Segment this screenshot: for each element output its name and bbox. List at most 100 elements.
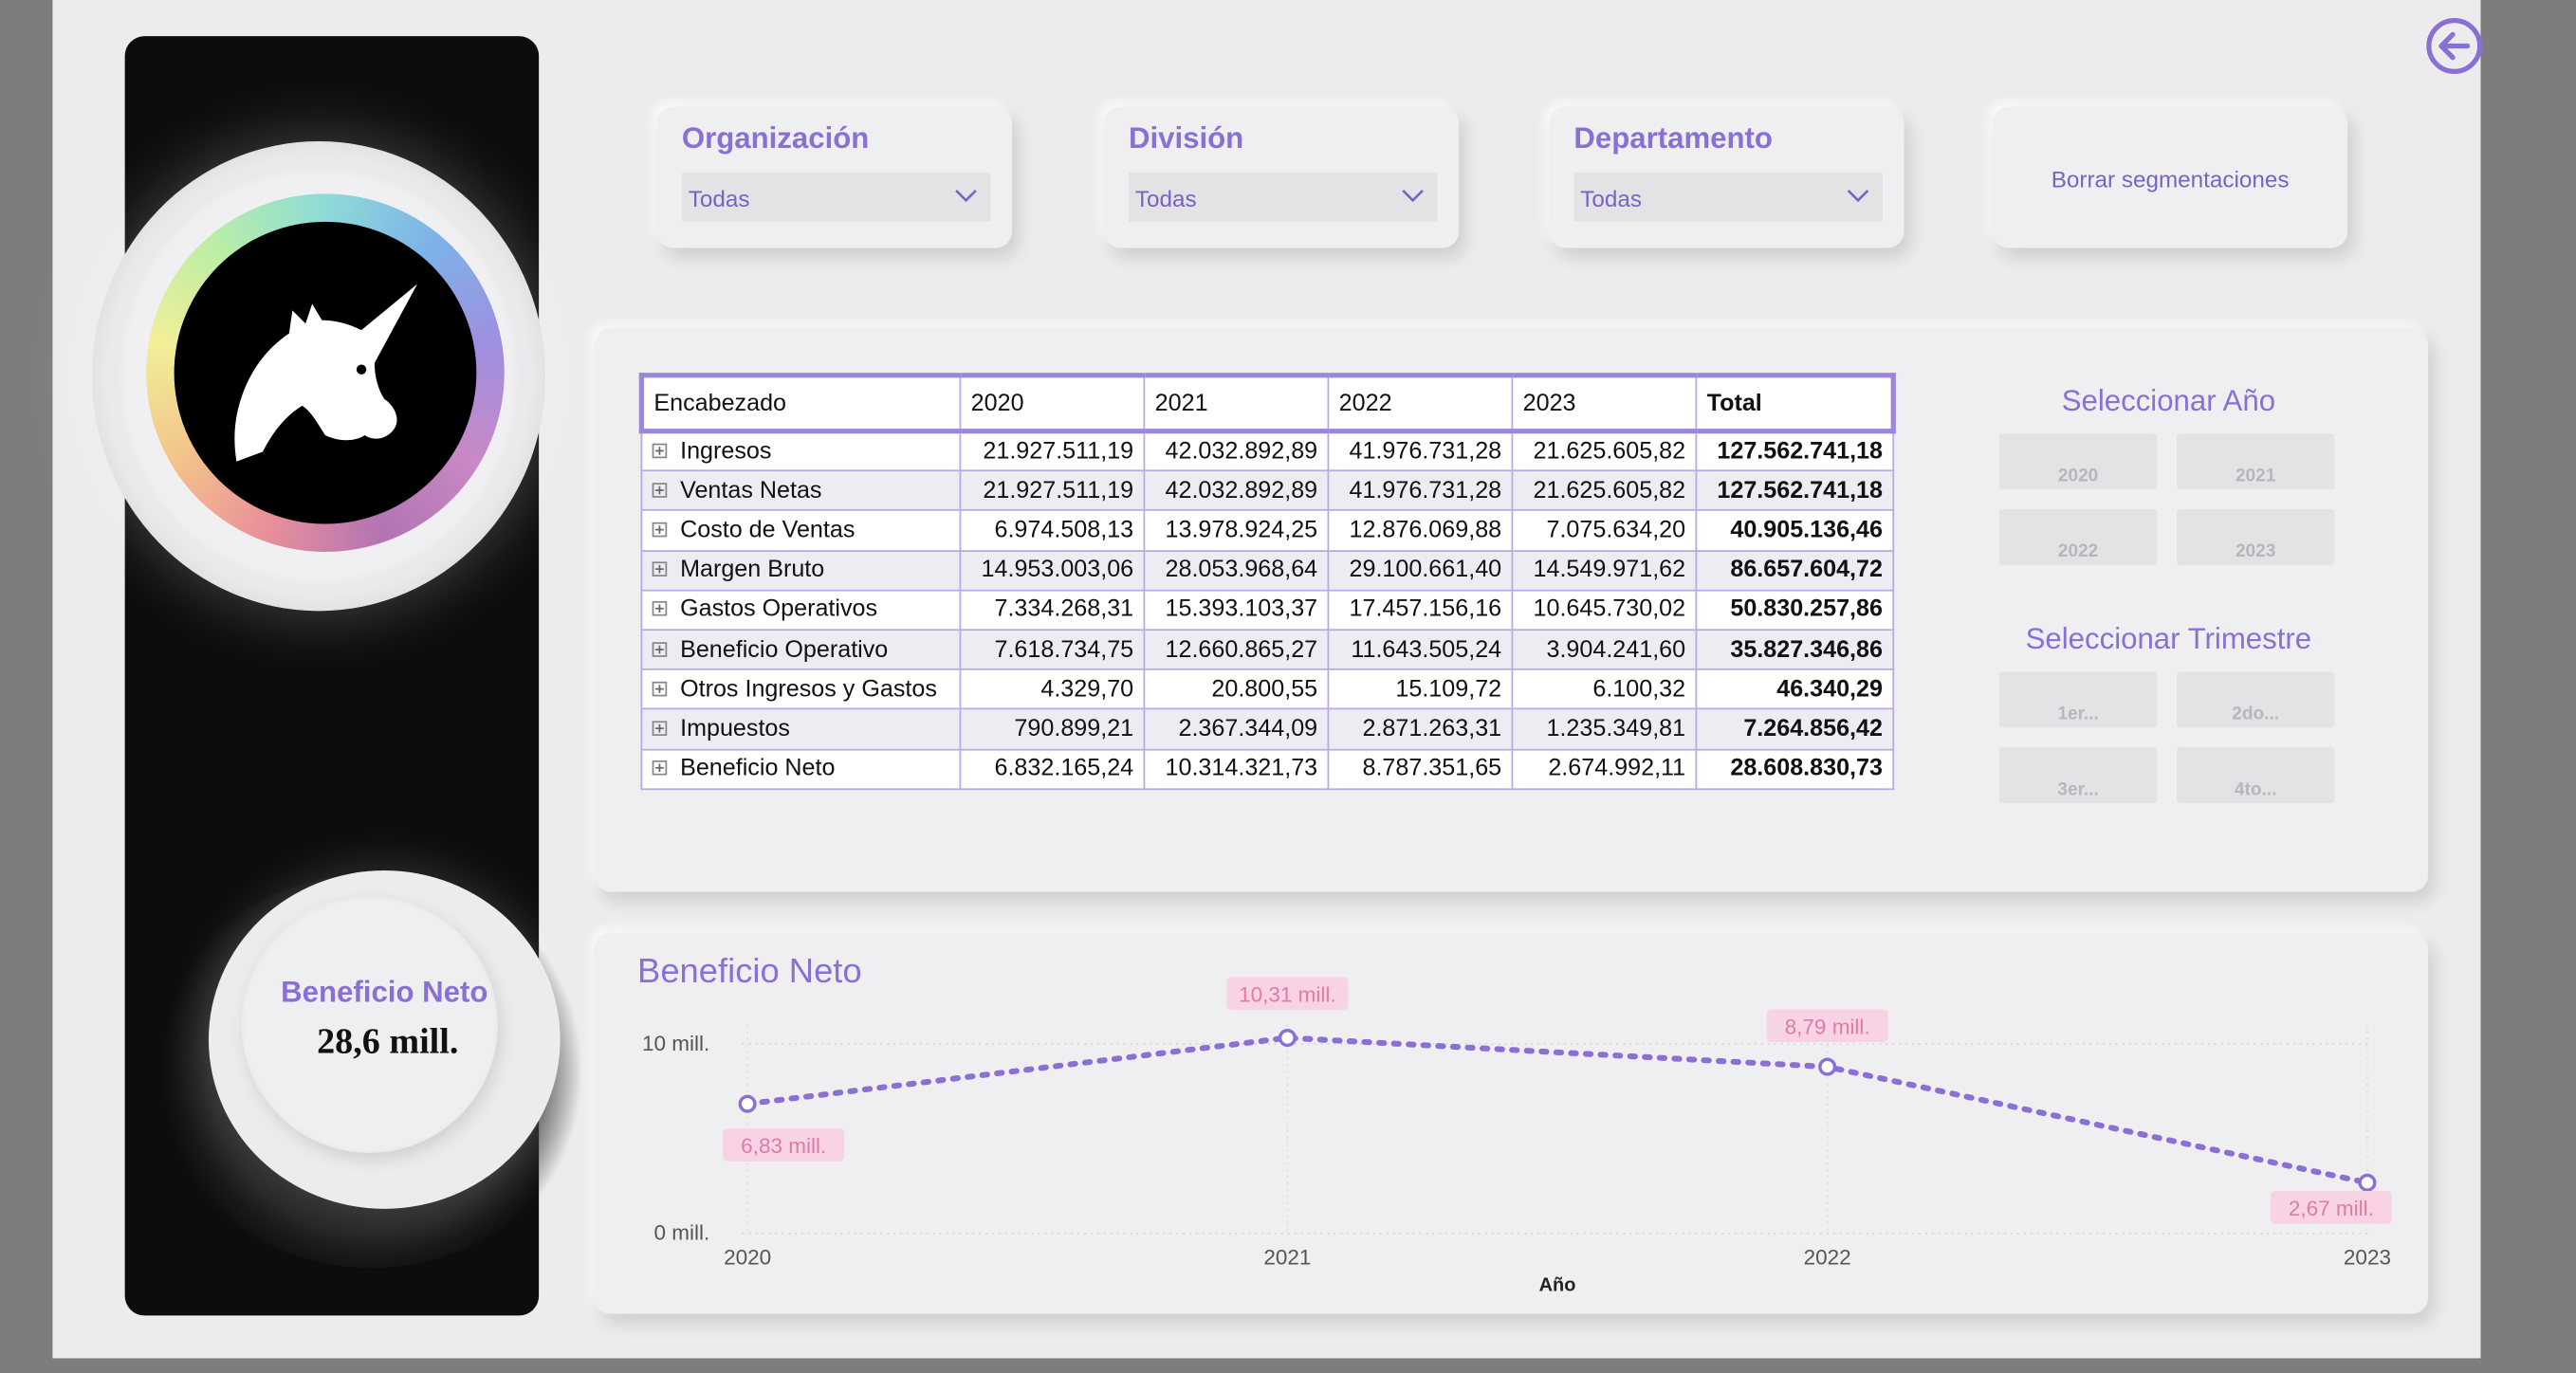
data-point[interactable] bbox=[1278, 1029, 1297, 1048]
row-header[interactable]: Gastos Operativos bbox=[640, 589, 962, 632]
row-header[interactable]: Beneficio Neto bbox=[640, 747, 962, 790]
table-row[interactable]: Otros Ingresos y Gastos 4.329,70 20.800,55… bbox=[640, 668, 1895, 710]
table-cell: 10.645.730,02 bbox=[1511, 589, 1698, 632]
table-cell: 6.100,32 bbox=[1511, 668, 1698, 710]
table-row[interactable]: Impuestos 790.899,21 2.367.344,09 2.871.263… bbox=[640, 708, 1895, 750]
expand-icon[interactable] bbox=[652, 721, 668, 736]
table-row[interactable]: Beneficio Neto 6.832.165,24 10.314.321,73 8… bbox=[640, 747, 1895, 790]
quarter-option-label: 3er... bbox=[2057, 779, 2099, 800]
table-cell: 21.625.605,82 bbox=[1511, 430, 1698, 472]
year-option[interactable]: 2023 bbox=[2177, 508, 2335, 565]
data-point[interactable] bbox=[2358, 1173, 2377, 1192]
expand-icon[interactable] bbox=[652, 443, 668, 459]
column-header[interactable]: Encabezado bbox=[638, 373, 962, 434]
table-cell: 7.334.268,31 bbox=[959, 589, 1146, 632]
expand-icon[interactable] bbox=[652, 522, 668, 538]
table-row[interactable]: Ingresos 21.927.511,19 42.032.892,89 41.976… bbox=[640, 430, 1895, 472]
row-header[interactable]: Ventas Netas bbox=[640, 469, 962, 512]
logo-badge bbox=[91, 140, 546, 612]
table-cell: 21.927.511,19 bbox=[959, 469, 1146, 512]
row-label: Gastos Operativos bbox=[680, 596, 878, 624]
table-cell: 2.871.263,31 bbox=[1327, 708, 1514, 750]
row-header[interactable]: Otros Ingresos y Gastos bbox=[640, 668, 962, 710]
row-label: Ventas Netas bbox=[680, 477, 822, 504]
quarter-option[interactable]: 3er... bbox=[1998, 747, 2158, 803]
data-label: 2,67 mill. bbox=[2289, 1197, 2374, 1220]
expand-icon[interactable] bbox=[652, 482, 668, 498]
row-header[interactable]: Beneficio Operativo bbox=[640, 629, 962, 670]
expand-icon[interactable] bbox=[652, 561, 668, 577]
slicer-title: Organización bbox=[681, 121, 870, 155]
departamento-dropdown[interactable]: Todas bbox=[1573, 172, 1883, 222]
kpi-card: Beneficio Neto 28,6 mill. bbox=[208, 870, 561, 1209]
table-row[interactable]: Ventas Netas 21.927.511,19 42.032.892,89 41… bbox=[640, 469, 1895, 512]
table-row[interactable]: Costo de Ventas 6.974.508,13 13.978.924,25… bbox=[640, 509, 1895, 552]
total-cell: 35.827.346,86 bbox=[1695, 629, 1895, 670]
table-cell: 2.367.344,09 bbox=[1143, 708, 1330, 750]
column-header[interactable]: 2023 bbox=[1511, 373, 1698, 434]
kpi-value: 28,6 mill. bbox=[317, 1019, 459, 1061]
row-label: Beneficio Neto bbox=[680, 755, 836, 782]
row-label: Ingresos bbox=[680, 438, 772, 466]
slicer-title: Departamento bbox=[1573, 121, 1773, 155]
year-option-label: 2022 bbox=[2057, 541, 2099, 562]
column-header[interactable]: 2022 bbox=[1327, 373, 1514, 434]
table-cell: 14.953.003,06 bbox=[959, 549, 1146, 592]
row-header[interactable]: Margen Bruto bbox=[640, 549, 962, 592]
x-tick-label: 2023 bbox=[2344, 1246, 2391, 1270]
year-option-label: 2021 bbox=[2235, 466, 2276, 486]
dropdown-value: Todas bbox=[1134, 185, 1197, 212]
expand-icon[interactable] bbox=[652, 681, 668, 696]
chevron-down-icon bbox=[955, 190, 977, 203]
quarter-option[interactable]: 2do... bbox=[2177, 671, 2335, 728]
total-cell: 40.905.136,46 bbox=[1695, 509, 1895, 552]
table-cell: 10.314.321,73 bbox=[1143, 747, 1330, 790]
table-cell: 29.100.661,40 bbox=[1327, 549, 1514, 592]
column-header[interactable]: Total bbox=[1695, 373, 1896, 434]
table-cell: 42.032.892,89 bbox=[1143, 430, 1330, 472]
column-header[interactable]: 2021 bbox=[1143, 373, 1330, 434]
chevron-down-icon bbox=[1847, 190, 1869, 203]
chevron-down-icon bbox=[1402, 190, 1424, 203]
table-row[interactable]: Margen Bruto 14.953.003,06 28.053.968,64 29… bbox=[640, 549, 1895, 592]
quarter-option[interactable]: 4to... bbox=[2177, 747, 2335, 803]
table-cell: 1.235.349,81 bbox=[1511, 708, 1698, 750]
quarter-option[interactable]: 1er... bbox=[1998, 671, 2158, 728]
net-profit-chart-card: Beneficio Neto 0 mill. 10 mill. 2020 2021 20… bbox=[595, 932, 2429, 1314]
y-tick-label: 0 mill. bbox=[654, 1221, 710, 1245]
table-cell: 790.899,21 bbox=[959, 708, 1146, 750]
column-header[interactable]: 2020 bbox=[959, 373, 1146, 434]
expand-icon[interactable] bbox=[652, 601, 668, 617]
y-tick-label: 10 mill. bbox=[642, 1032, 709, 1055]
total-cell: 28.608.830,73 bbox=[1695, 747, 1895, 790]
data-point[interactable] bbox=[738, 1094, 757, 1113]
x-tick-label: 2022 bbox=[1804, 1246, 1851, 1270]
total-cell: 127.562.741,18 bbox=[1695, 430, 1895, 472]
total-cell: 7.264.856,42 bbox=[1695, 708, 1895, 750]
table-cell: 41.976.731,28 bbox=[1327, 469, 1514, 512]
table-row[interactable]: Gastos Operativos 7.334.268,31 15.393.103,… bbox=[640, 589, 1895, 632]
year-option[interactable]: 2021 bbox=[2177, 433, 2335, 490]
x-axis-title: Año bbox=[1539, 1274, 1576, 1295]
row-header[interactable]: Impuestos bbox=[640, 708, 962, 750]
row-label: Margen Bruto bbox=[680, 557, 825, 584]
pnl-matrix: Encabezado 2020 2021 2022 2023 Total Ing… bbox=[638, 373, 1896, 790]
table-cell: 7.618.734,75 bbox=[959, 629, 1146, 670]
expand-icon[interactable] bbox=[652, 641, 668, 657]
data-point[interactable] bbox=[1818, 1057, 1837, 1076]
division-dropdown[interactable]: Todas bbox=[1128, 172, 1438, 222]
year-option[interactable]: 2022 bbox=[1998, 508, 2158, 565]
organizacion-dropdown[interactable]: Todas bbox=[681, 172, 991, 222]
x-tick-label: 2020 bbox=[724, 1246, 771, 1270]
back-arrow-icon[interactable] bbox=[2425, 16, 2484, 75]
row-header[interactable]: Costo de Ventas bbox=[640, 509, 962, 552]
dashboard-page: Beneficio Neto 28,6 mill. Organización T… bbox=[52, 0, 2483, 1359]
table-row[interactable]: Beneficio Operativo 7.618.734,75 12.660.86… bbox=[640, 629, 1895, 670]
expand-icon[interactable] bbox=[652, 760, 668, 776]
table-cell: 14.549.971,62 bbox=[1511, 549, 1698, 592]
row-label: Beneficio Operativo bbox=[680, 636, 889, 663]
quarter-option-label: 4to... bbox=[2234, 779, 2277, 800]
clear-slicers-button[interactable]: Borrar segmentaciones bbox=[1993, 106, 2348, 248]
year-option[interactable]: 2020 bbox=[1998, 433, 2158, 490]
row-header[interactable]: Ingresos bbox=[640, 430, 962, 472]
